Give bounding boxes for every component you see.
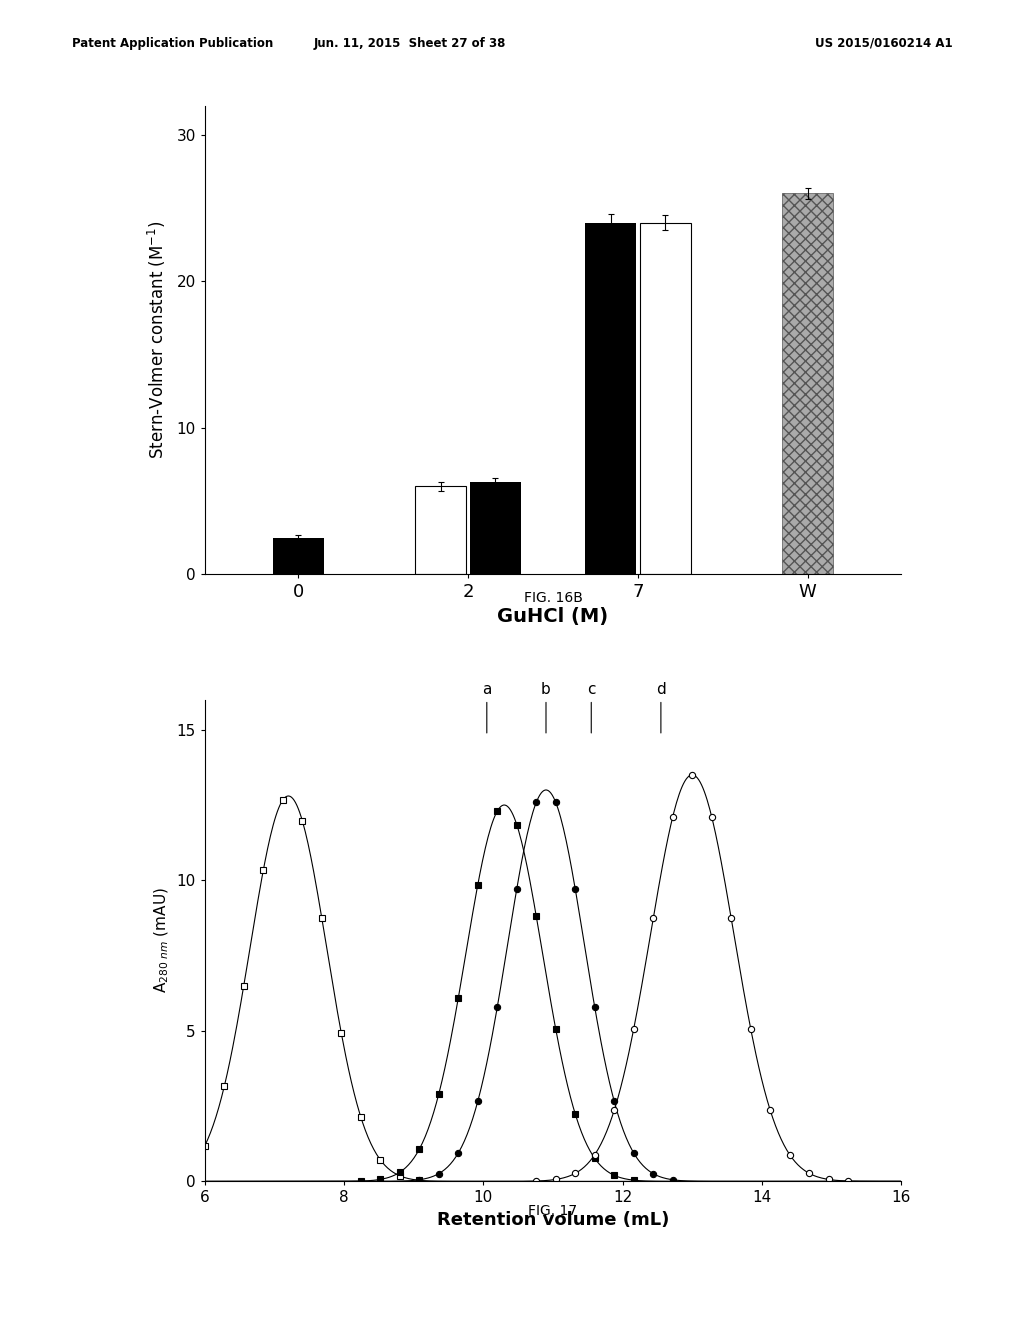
Bar xyxy=(640,223,690,574)
Bar xyxy=(782,194,834,574)
Text: b: b xyxy=(541,681,551,697)
X-axis label: GuHCl (M): GuHCl (M) xyxy=(498,607,608,626)
Bar xyxy=(586,223,636,574)
Text: c: c xyxy=(587,681,596,697)
Bar xyxy=(470,482,520,574)
Text: US 2015/0160214 A1: US 2015/0160214 A1 xyxy=(815,37,952,50)
Bar xyxy=(272,537,324,574)
X-axis label: Retention volume (mL): Retention volume (mL) xyxy=(437,1210,669,1229)
Bar xyxy=(416,486,466,574)
Text: d: d xyxy=(656,681,666,697)
Text: FIG. 17: FIG. 17 xyxy=(528,1204,578,1218)
Text: FIG. 16B: FIG. 16B xyxy=(523,591,583,606)
Text: a: a xyxy=(482,681,492,697)
Text: Jun. 11, 2015  Sheet 27 of 38: Jun. 11, 2015 Sheet 27 of 38 xyxy=(313,37,506,50)
Text: Patent Application Publication: Patent Application Publication xyxy=(72,37,273,50)
Y-axis label: A$_{280\ nm}$ (mAU): A$_{280\ nm}$ (mAU) xyxy=(153,887,171,994)
Y-axis label: Stern-Volmer constant (M$^{-1}$): Stern-Volmer constant (M$^{-1}$) xyxy=(146,220,168,459)
